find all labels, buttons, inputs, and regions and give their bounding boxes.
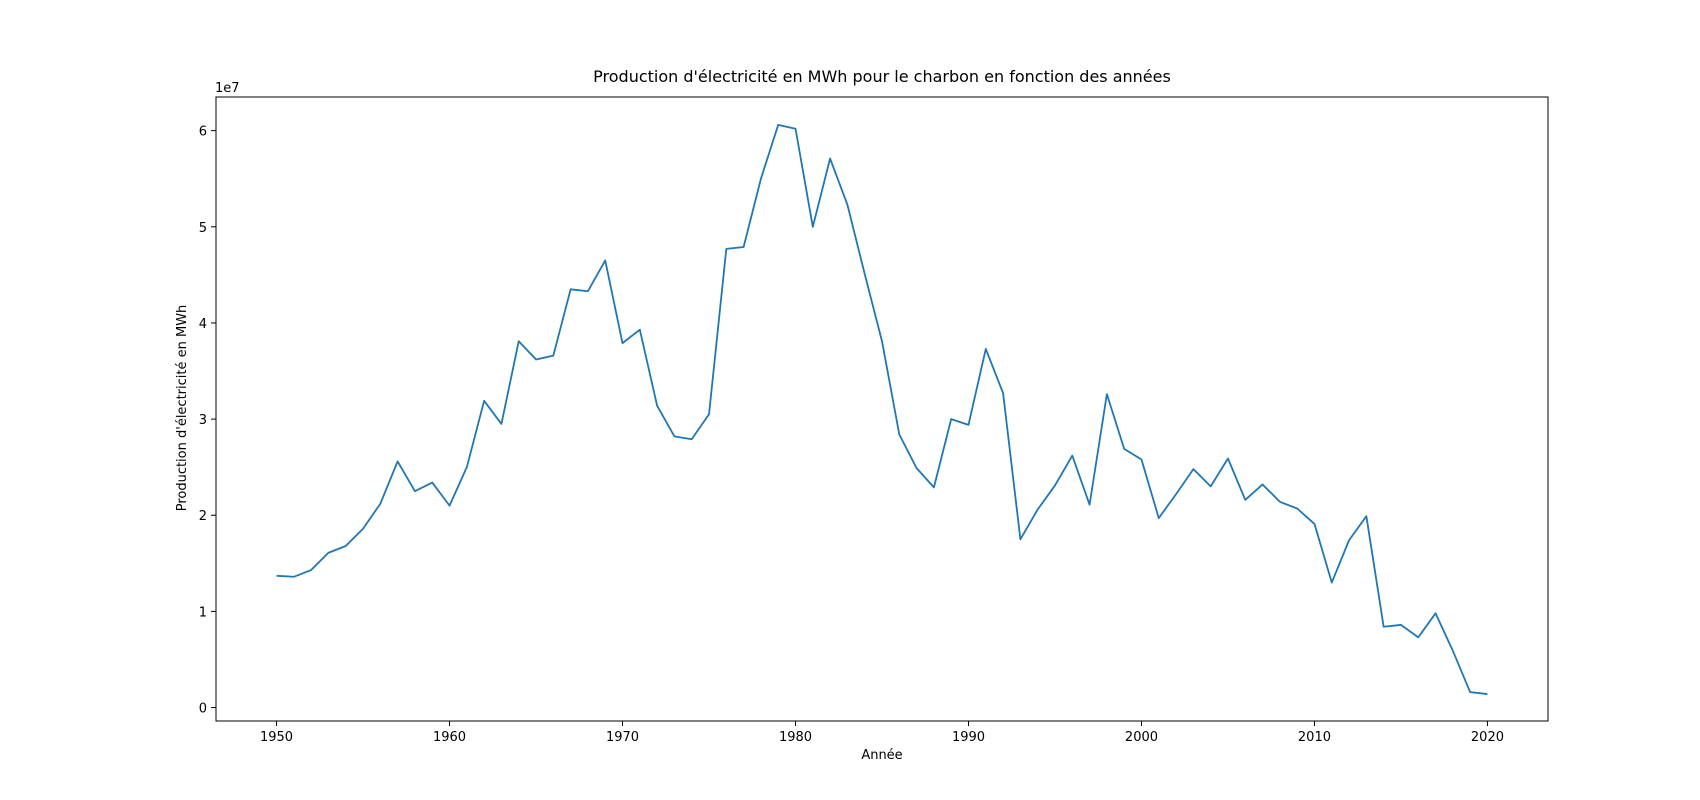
x-tick-label: 1970 bbox=[606, 730, 639, 745]
y-tick-label: 3 bbox=[199, 413, 207, 428]
x-tick-label: 1950 bbox=[260, 730, 293, 745]
series-line bbox=[276, 123, 1488, 695]
y-tick-label: 2 bbox=[199, 509, 207, 524]
x-tick-label: 1960 bbox=[433, 730, 466, 745]
y-axis-label: Production d'électricité en MWh bbox=[175, 305, 190, 512]
chart-title: Production d'électricité en MWh pour le … bbox=[593, 67, 1171, 86]
x-tick-label: 2020 bbox=[1471, 730, 1504, 745]
plot-frame bbox=[215, 96, 1549, 722]
y-tick-label: 6 bbox=[199, 125, 207, 140]
y-tick-label: 1 bbox=[199, 605, 207, 620]
x-tick-label: 1980 bbox=[779, 730, 812, 745]
y-tick-label: 5 bbox=[199, 221, 207, 236]
y-tick-label: 0 bbox=[199, 702, 207, 717]
x-tick-label: 2010 bbox=[1298, 730, 1331, 745]
axes: 1950 1960 1970 1980 1990 2000 2010 2020 0 1 2 3 4 5 6 bbox=[199, 96, 1549, 745]
x-tick-label: 2000 bbox=[1125, 730, 1158, 745]
x-tick-label: 1990 bbox=[952, 730, 985, 745]
y-offset-label: 1e7 bbox=[215, 81, 240, 96]
x-axis-label: Année bbox=[861, 748, 902, 763]
y-tick-label: 4 bbox=[199, 317, 207, 332]
